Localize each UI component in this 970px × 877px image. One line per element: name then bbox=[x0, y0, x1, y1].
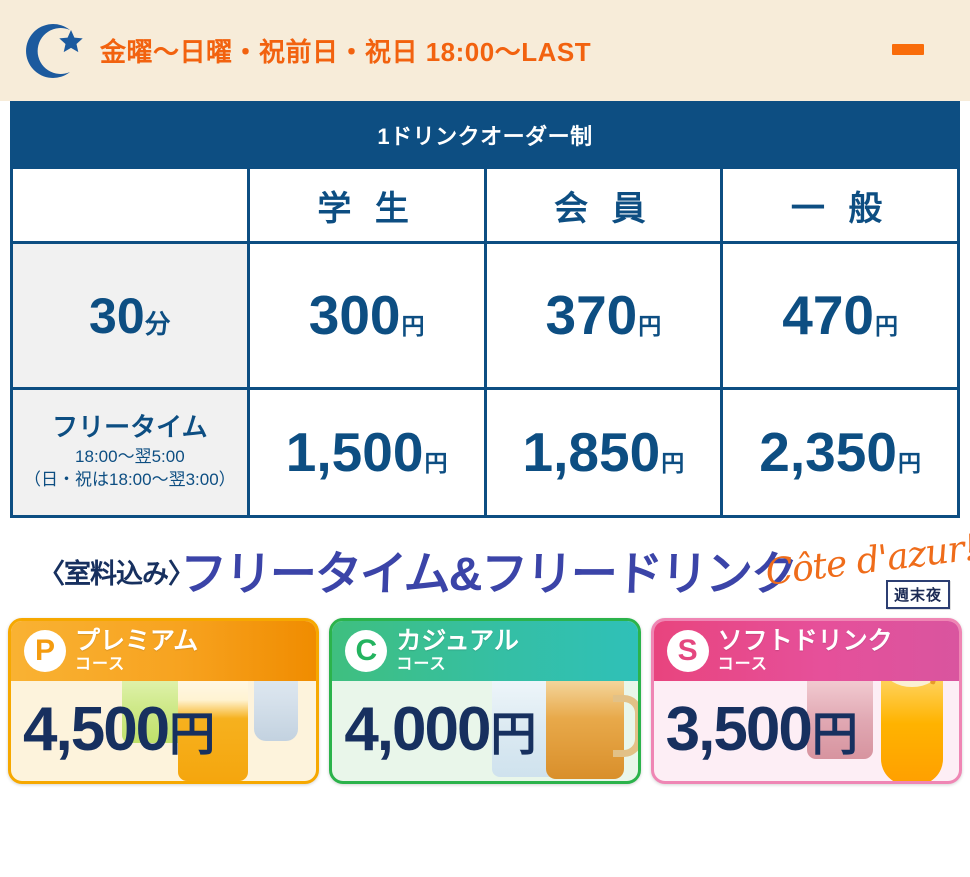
table-banner-row: 1ドリンクオーダー制 bbox=[10, 101, 960, 169]
price-unit: 円 bbox=[401, 313, 425, 339]
header-title: 金曜〜日曜・祝前日・祝日 18:00〜LAST bbox=[100, 37, 592, 67]
course-name: ソフトドリンク bbox=[717, 627, 893, 655]
schedule-header[interactable]: 金曜〜日曜・祝前日・祝日 18:00〜LAST bbox=[0, 0, 970, 101]
course-card-header: S ソフトドリンク コース bbox=[653, 621, 959, 681]
price-unit: 円 bbox=[638, 313, 662, 339]
course-cards: P プレミアム コース 4,500円 C カジュアル コース bbox=[0, 618, 970, 784]
course-price-row: 4,000円 bbox=[332, 679, 637, 781]
price-cell-freetime-general: 2,350円 bbox=[720, 387, 960, 518]
price-unit: 円 bbox=[424, 450, 448, 476]
price-value: 1,850 bbox=[522, 421, 661, 483]
weekend-night-badge: 週末夜 bbox=[886, 580, 951, 609]
table-header-row: 学 生 会 員 一 般 bbox=[10, 166, 960, 244]
course-name: カジュアル bbox=[396, 627, 519, 655]
one-drink-order-banner: 1ドリンクオーダー制 bbox=[10, 101, 960, 169]
table-row-freetime: フリータイム 18:00〜翌5:00 （日・祝は18:00〜翌3:00） 1,5… bbox=[10, 387, 960, 518]
course-price-row: 3,500円 bbox=[654, 679, 959, 781]
promo-main-text: フリータイム&フリードリンク bbox=[178, 547, 797, 600]
row-label-freetime-hours: 18:00〜翌5:00 bbox=[75, 447, 185, 466]
course-initial-badge-c: C bbox=[345, 630, 388, 672]
course-price-yen: 円 bbox=[811, 708, 858, 760]
course-initial-badge-p: P bbox=[24, 630, 66, 672]
price-table-wrapper: 1ドリンクオーダー制 学 生 会 員 一 般 30分 300円 370円 bbox=[10, 101, 960, 518]
course-card-softdrink[interactable]: S ソフトドリンク コース 3,500円 bbox=[650, 618, 962, 784]
row-label-30min: 30分 bbox=[10, 241, 250, 390]
course-price-value: 3,500 bbox=[665, 695, 813, 764]
collapse-minus-button[interactable] bbox=[892, 44, 924, 55]
course-price-value: 4,000 bbox=[344, 695, 491, 764]
row-label-freetime-title: フリータイム bbox=[52, 412, 208, 443]
price-value: 300 bbox=[308, 284, 401, 346]
course-card-header: P プレミアム コース bbox=[11, 621, 317, 681]
course-card-casual[interactable]: C カジュアル コース 4,000円 bbox=[329, 618, 641, 784]
price-cell-30min-general: 470円 bbox=[720, 241, 960, 390]
column-header-blank bbox=[10, 166, 250, 244]
course-price-yen: 円 bbox=[490, 708, 537, 760]
column-header-student: 学 生 bbox=[246, 166, 487, 244]
row-label-30min-value: 30 bbox=[89, 287, 145, 344]
row-label-freetime-holiday-hours: （日・祝は18:00〜翌3:00） bbox=[24, 469, 236, 489]
row-label-30min-unit: 分 bbox=[144, 308, 171, 339]
row-label-freetime: フリータイム 18:00〜翌5:00 （日・祝は18:00〜翌3:00） bbox=[10, 387, 250, 518]
promo-headline: 〈室料込み〉 フリータイム&フリードリンク Côte d'azur! 週末夜 bbox=[0, 528, 970, 609]
course-card-premium[interactable]: P プレミアム コース 4,500円 bbox=[8, 618, 320, 784]
course-subtitle: コース bbox=[717, 656, 768, 673]
course-initial-badge-s: S bbox=[666, 630, 709, 672]
promo-room-included-text: 〈室料込み〉 bbox=[38, 559, 195, 589]
crescent-moon-star-icon bbox=[26, 20, 88, 82]
course-card-header: C カジュアル コース bbox=[332, 621, 638, 681]
price-cell-30min-student: 300円 bbox=[246, 241, 487, 390]
course-name: プレミアム bbox=[75, 627, 199, 655]
price-unit: 円 bbox=[875, 313, 898, 339]
course-subtitle: コース bbox=[75, 656, 126, 673]
column-header-member: 会 員 bbox=[483, 166, 724, 244]
course-price-row: 4,500円 bbox=[11, 679, 316, 781]
table-row-30min: 30分 300円 370円 470円 bbox=[10, 241, 960, 390]
course-price-value: 4,500 bbox=[23, 695, 170, 764]
price-unit: 円 bbox=[661, 450, 685, 476]
price-unit: 円 bbox=[897, 450, 921, 476]
price-cell-freetime-student: 1,500円 bbox=[246, 387, 487, 518]
price-cell-freetime-member: 1,850円 bbox=[483, 387, 724, 518]
price-value: 2,350 bbox=[759, 421, 897, 483]
course-subtitle: コース bbox=[396, 656, 447, 673]
price-value: 470 bbox=[782, 284, 874, 346]
price-cell-30min-member: 370円 bbox=[483, 241, 724, 390]
price-value: 370 bbox=[545, 284, 638, 346]
column-header-general: 一 般 bbox=[720, 166, 960, 244]
course-price-yen: 円 bbox=[169, 708, 216, 760]
price-value: 1,500 bbox=[285, 421, 424, 483]
price-table: 1ドリンクオーダー制 学 生 会 員 一 般 30分 300円 370円 bbox=[10, 101, 960, 518]
